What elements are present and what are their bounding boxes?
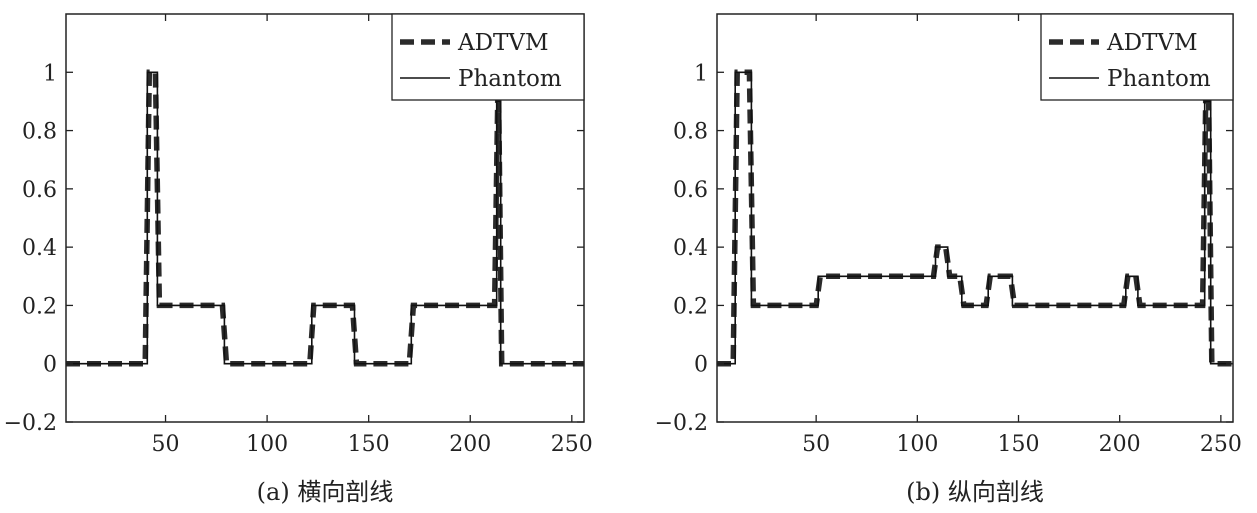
chart-a-legend-label-adtvm: ADTVM	[457, 30, 549, 56]
chart-b-xtick-label: 100	[896, 432, 938, 457]
chart-a-series-phantom-line	[66, 71, 584, 365]
chart-a-ytick-label: 0.2	[22, 294, 57, 319]
chart-a-ytick-label: 0.4	[22, 236, 57, 261]
chart-a-xtick-label: 150	[348, 432, 390, 457]
chart-a-ytick-label: 0.8	[22, 120, 57, 145]
chart-b-xtick-label: 150	[998, 432, 1040, 457]
chart-a-legend: ADTVM Phantom	[391, 13, 585, 101]
chart-b-ytick-label: 0.2	[673, 294, 708, 319]
chart-b-legend-label-adtvm: ADTVM	[1106, 30, 1198, 56]
chart-a-legend-box	[391, 13, 585, 101]
chart-b-ytick-label: 0.6	[673, 178, 708, 203]
chart-a-ytick-label: −0.2	[4, 411, 57, 436]
chart-a-caption: (a) 横向剖线	[257, 478, 394, 506]
chart-b-legend-label-phantom: Phantom	[1107, 66, 1211, 92]
chart-a-plot-frame	[65, 13, 585, 423]
chart-a-xtick-label: 200	[449, 432, 491, 457]
chart-b: 50 100 150 200 250 −0.2 0 0.2 0.4 0.6 0.8 1 ADTVM Pha…	[655, 13, 1242, 506]
chart-b-xtick-label: 200	[1099, 432, 1141, 457]
chart-a-xtick-label: 50	[152, 432, 180, 457]
chart-b-ytick-label: 0.4	[673, 236, 708, 261]
chart-a: 50 100 150 200 250 −0.2 0 0.2 0.4 0.6 0.8 1 ADTVM Pha…	[4, 13, 593, 506]
chart-b-ytick-label: 0.8	[673, 120, 708, 145]
chart-b-ytick-label: 1	[694, 61, 708, 86]
chart-b-plot-frame	[716, 13, 1234, 423]
chart-a-ytick-label: 1	[43, 61, 57, 86]
chart-b-ytick-label: −0.2	[655, 411, 708, 436]
chart-a-ytick-label: 0	[43, 353, 57, 378]
chart-b-xtick-label: 250	[1200, 432, 1242, 457]
chart-a-legend-label-phantom: Phantom	[458, 66, 562, 92]
chart-b-legend: ADTVM Phantom	[1040, 13, 1234, 101]
chart-b-legend-box	[1040, 13, 1234, 101]
chart-b-series-phantom-line	[717, 71, 1233, 365]
chart-b-series-adtvm-line	[717, 69, 1233, 367]
chart-b-xtick-label: 50	[802, 432, 830, 457]
chart-b-caption: (b) 纵向剖线	[906, 478, 1044, 506]
chart-a-xtick-label: 250	[551, 432, 593, 457]
chart-a-ytick-label: 0.6	[22, 178, 57, 203]
chart-b-ytick-label: 0	[694, 353, 708, 378]
chart-a-series-adtvm-line	[66, 69, 584, 367]
chart-a-xtick-label: 100	[246, 432, 288, 457]
